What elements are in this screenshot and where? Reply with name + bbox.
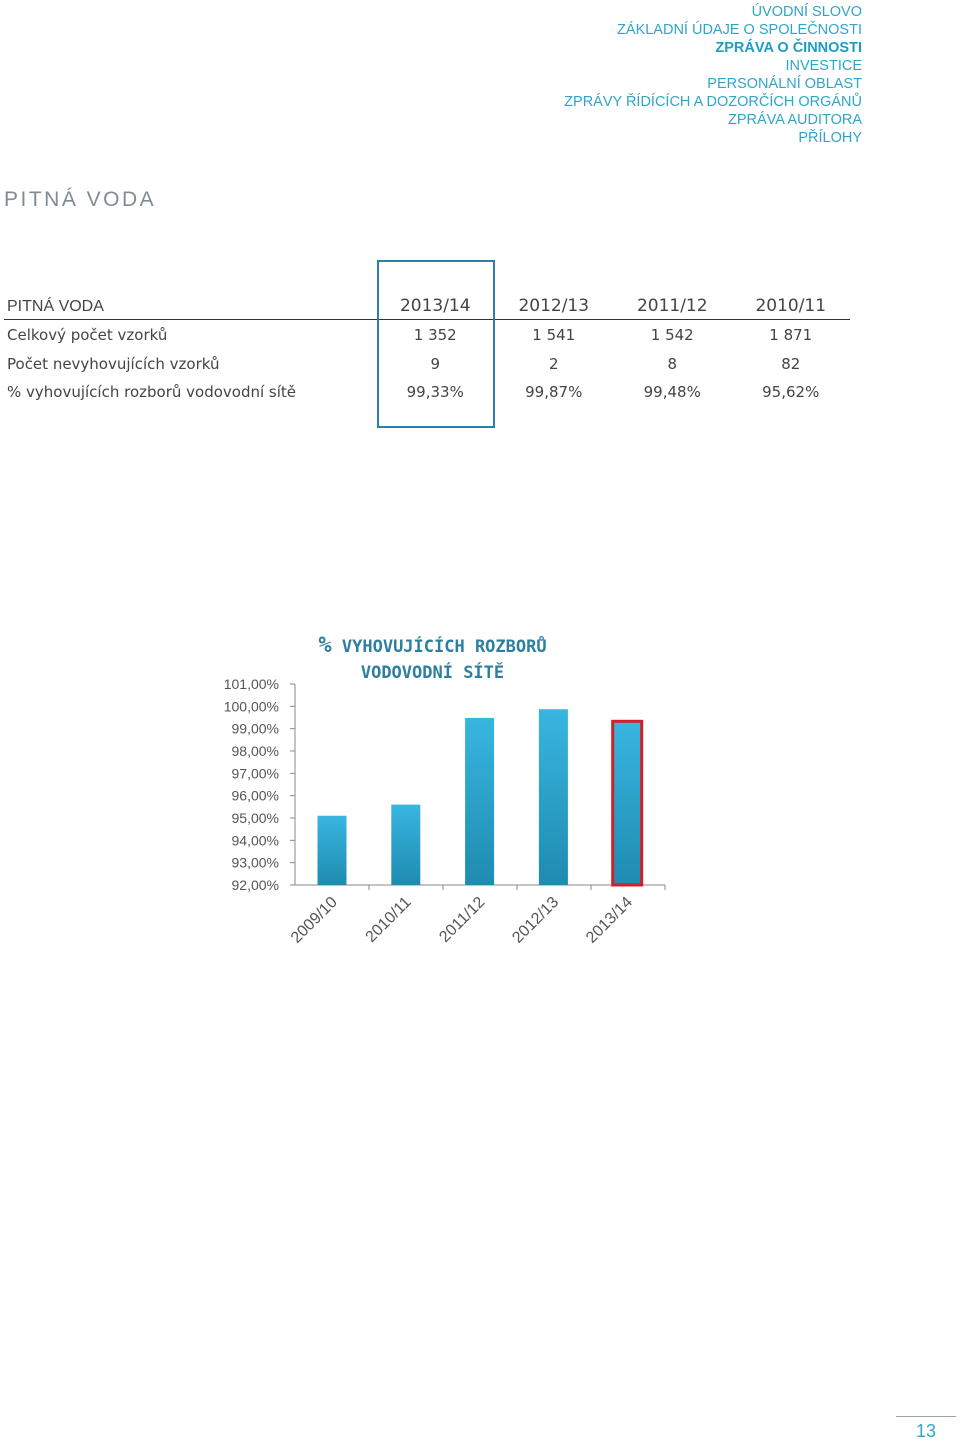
row-label: % vyhovujících rozborů vodovodní sítě xyxy=(7,383,297,401)
table-cell: 1 542 xyxy=(650,325,694,344)
y-tick-label: 94,00% xyxy=(232,832,279,848)
nav-link[interactable]: ZPRÁVY ŘÍDÍCÍCH A DOZORČÍCH ORGÁNŮ xyxy=(564,94,862,110)
y-tick-label: 101,00% xyxy=(224,676,279,692)
y-tick-label: 96,00% xyxy=(232,788,279,804)
water-quality-table: PITNÁ VODA 2013/14 2012/13 2011/12 2010/… xyxy=(4,260,850,421)
y-tick-label: 100,00% xyxy=(224,698,279,714)
table-cell: 8 xyxy=(667,354,678,373)
table-row: Celkový počet vzorků 1 352 1 541 1 542 1… xyxy=(4,320,850,350)
table-row: % vyhovujících rozborů vodovodní sítě 99… xyxy=(4,378,850,421)
table-cell: 1 352 xyxy=(413,325,457,344)
water-table-container: PITNÁ VODA 2013/14 2012/13 2011/12 2010/… xyxy=(4,260,850,428)
table-row: Počet nevyhovujících vzorků 9 2 8 82 xyxy=(4,349,850,378)
table-header-year: 2011/12 xyxy=(613,260,732,320)
chart-title-line1: VYHOVUJÍCÍCH ROZBORŮ xyxy=(341,637,547,657)
nav-link[interactable]: ZPRÁVA O ČINNOSTI xyxy=(715,40,862,56)
y-tick-label: 92,00% xyxy=(232,877,279,893)
table-cell: 99,87% xyxy=(525,383,583,401)
bar-2010-11 xyxy=(391,804,421,885)
table-cell: 99,48% xyxy=(643,383,701,401)
row-label: Celkový počet vzorků xyxy=(7,325,168,344)
y-tick-label: 98,00% xyxy=(232,743,279,759)
table-header-label: PITNÁ VODA xyxy=(4,260,376,320)
nav-link[interactable]: ZPRÁVA AUDITORA xyxy=(727,112,862,128)
nav-link[interactable]: INVESTICE xyxy=(785,58,862,74)
table-cell: 82 xyxy=(781,354,801,373)
bar-2011-12 xyxy=(465,717,495,885)
y-tick-label: 97,00% xyxy=(232,765,279,781)
x-tick-label: 2010/11 xyxy=(363,894,415,946)
table-cell: 1 541 xyxy=(532,325,576,344)
x-tick-label: 2009/10 xyxy=(288,894,341,947)
row-label: Počet nevyhovujících vzorků xyxy=(7,354,220,373)
table-header-row: PITNÁ VODA 2013/14 2012/13 2011/12 2010/… xyxy=(4,260,850,320)
table-header-year: 2010/11 xyxy=(731,260,850,320)
bar-2009-10 xyxy=(317,815,347,885)
table-cell: 1 871 xyxy=(769,325,813,344)
table-cell: 95,62% xyxy=(762,383,820,401)
table-cell: 9 xyxy=(430,354,441,373)
chart-title-line2: VODOVODNÍ SÍTĚ xyxy=(360,663,505,683)
chart-title: % VYHOVUJÍCÍCH ROZBORŮ VODOVODNÍ SÍTĚ xyxy=(285,633,580,686)
y-tick-label: 99,00% xyxy=(232,721,279,737)
bar-2013-14 xyxy=(611,719,644,887)
top-navigation: ÚVODNÍ SLOVO ZÁKLADNÍ ÚDAJE O SPOLEČNOSTI… xyxy=(564,3,862,147)
table-header-year: 2013/14 xyxy=(376,260,495,320)
x-tick-label: 2013/14 xyxy=(583,894,636,947)
nav-link[interactable]: ÚVODNÍ SLOVO xyxy=(751,4,862,20)
table-header-year: 2012/13 xyxy=(494,260,613,320)
nav-link[interactable]: ZÁKLADNÍ ÚDAJE O SPOLEČNOSTI xyxy=(617,22,862,38)
page-number: 13 xyxy=(916,1421,937,1441)
y-tick-label: 93,00% xyxy=(232,855,279,871)
bar-2012-13 xyxy=(538,709,568,885)
nav-link[interactable]: PŘÍLOHY xyxy=(798,130,862,146)
x-tick-label: 2012/13 xyxy=(509,894,562,947)
page-number-rule xyxy=(896,1416,956,1417)
chart-title-prefix: % xyxy=(318,633,332,658)
x-tick-label: 2011/12 xyxy=(436,894,488,946)
section-title: PITNÁ VODA xyxy=(4,188,157,211)
nav-link[interactable]: PERSONÁLNÍ OBLAST xyxy=(707,76,862,92)
table-cell: 99,33% xyxy=(406,383,464,401)
table-cell: 2 xyxy=(548,354,559,373)
y-tick-label: 95,00% xyxy=(232,810,279,826)
